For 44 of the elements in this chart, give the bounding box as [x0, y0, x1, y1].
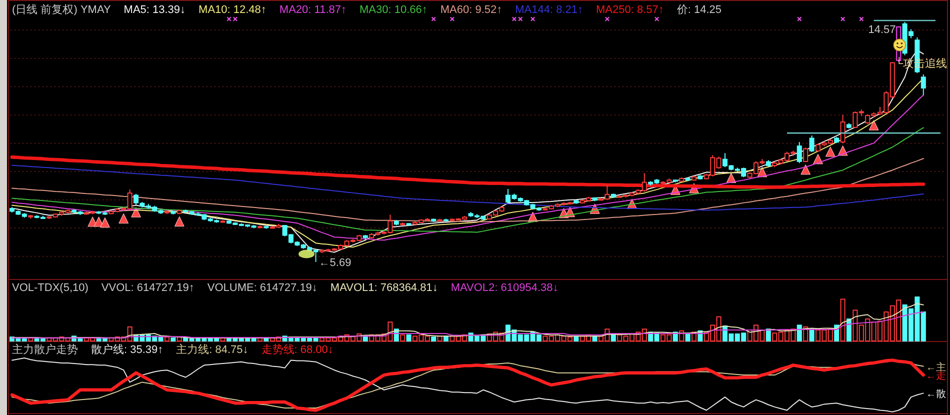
text: MA20: 11.87↑ — [279, 4, 346, 16]
point — [131, 207, 141, 218]
bar — [170, 337, 176, 342]
candlestick — [809, 135, 814, 152]
bar — [400, 334, 406, 342]
bar — [574, 336, 579, 342]
point — [100, 218, 110, 228]
point — [826, 146, 836, 157]
point — [118, 213, 128, 224]
text: VVOL: 614727.19↑ — [101, 282, 194, 294]
annotation: ←走 — [926, 370, 946, 382]
text: 走势线: 68.00↓ — [261, 343, 334, 356]
bar — [796, 324, 802, 342]
point — [174, 216, 184, 227]
chart-title: (日线 前复权) YMAY — [12, 3, 112, 16]
text: MAVOL1: 768364.81↓ — [330, 282, 438, 294]
chart-title: 主力散户走势 — [12, 343, 78, 356]
candlestick — [920, 74, 926, 96]
bar — [406, 334, 412, 342]
bar — [431, 336, 436, 342]
candlestick — [796, 142, 802, 164]
text: MA30: 10.66↑ — [359, 4, 428, 16]
text: MA10: 12.48↑ — [198, 4, 266, 16]
text: VOLUME: 614727.19↓ — [207, 282, 318, 294]
bar — [610, 334, 616, 342]
point — [868, 120, 879, 130]
annotation: 14.57 — [868, 24, 896, 36]
text: MA60: 9.52↑ — [440, 4, 502, 16]
text: MA5: 13.39↓ — [124, 4, 186, 16]
bar — [809, 328, 814, 342]
text: MA144: 8.21↑ — [515, 4, 583, 16]
annotation: ←散 — [926, 389, 946, 400]
candlestick — [840, 114, 846, 144]
point — [800, 164, 810, 175]
text: 主力线: 84.75↓ — [176, 343, 248, 356]
bar — [840, 298, 846, 342]
text: 价: 14.25 — [676, 4, 722, 16]
candlestick — [803, 147, 808, 162]
annotation: ←5.69 — [318, 257, 352, 269]
series-label: 散户线: 35.39↑ — [91, 343, 164, 356]
chart-title: VOL-TDX(5,10) — [12, 282, 88, 294]
bar — [164, 336, 170, 342]
text: MAVOL2: 610954.38↓ — [450, 282, 558, 294]
text: MA250: 8.57↑ — [596, 4, 664, 16]
